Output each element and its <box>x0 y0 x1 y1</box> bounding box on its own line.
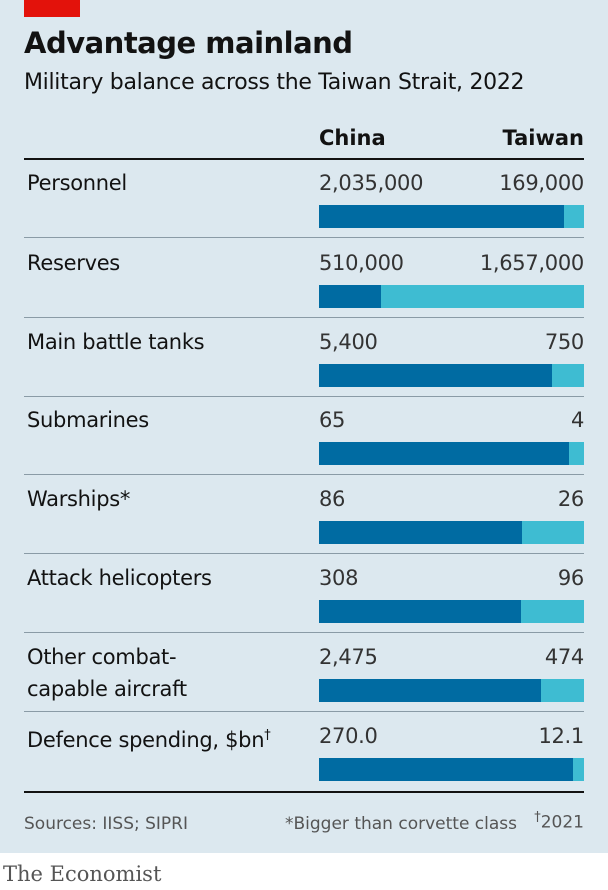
row-label-line: Main battle tanks <box>27 330 205 354</box>
row-label: Reserves <box>27 247 120 279</box>
row-divider <box>24 553 584 554</box>
row-divider <box>24 474 584 475</box>
china-bar <box>319 679 541 702</box>
china-bar <box>319 285 381 308</box>
bar-track <box>319 364 584 387</box>
row-label: Main battle tanks <box>27 326 205 358</box>
china-value-label: 86 <box>319 487 346 511</box>
china-bar <box>319 442 569 465</box>
taiwan-bar <box>573 758 584 781</box>
china-bar <box>319 600 521 623</box>
taiwan-value-label: 750 <box>544 330 584 354</box>
table-top-rule <box>24 158 584 160</box>
taiwan-bar <box>569 442 584 465</box>
taiwan-value-label: 96 <box>557 566 584 590</box>
footnote-dagger: † <box>534 810 541 825</box>
taiwan-value-label: 4 <box>570 408 584 432</box>
row-label-line: Other combat- <box>27 645 177 669</box>
row-label: Attack helicopters <box>27 562 212 594</box>
china-bar <box>319 364 552 387</box>
bar-track <box>319 758 584 781</box>
publisher-brand: The Economist <box>3 862 162 886</box>
bar-track <box>319 521 584 544</box>
taiwan-bar <box>381 285 584 308</box>
row-divider <box>24 396 584 397</box>
row-divider <box>24 711 584 712</box>
footnote-year: 2021 <box>540 812 584 833</box>
row-label-line: Submarines <box>27 408 149 432</box>
row-divider <box>24 632 584 633</box>
taiwan-value-label: 474 <box>544 645 584 669</box>
taiwan-value-label: 169,000 <box>499 171 584 195</box>
row-label: Submarines <box>27 404 149 436</box>
china-bar <box>319 205 564 228</box>
taiwan-bar <box>552 364 584 387</box>
chart-panel: Advantage mainland Military balance acro… <box>0 0 608 853</box>
row-label: Defence spending, $bn† <box>27 720 271 756</box>
spending-footnote: †2021 <box>534 810 584 833</box>
row-label: Personnel <box>27 167 127 199</box>
taiwan-value-label: 12.1 <box>538 724 584 748</box>
chart-title: Advantage mainland <box>24 26 353 60</box>
row-label: Warships* <box>27 483 130 515</box>
row-label: Other combat-capable aircraft <box>27 641 187 705</box>
bar-track <box>319 205 584 228</box>
china-value-label: 270.0 <box>319 724 378 748</box>
chart-subtitle: Military balance across the Taiwan Strai… <box>24 70 525 95</box>
row-label-line: Defence spending, $bn <box>27 728 265 752</box>
china-value-label: 308 <box>319 566 359 590</box>
taiwan-value-label: 26 <box>557 487 584 511</box>
row-label-dagger: † <box>264 728 271 743</box>
china-value-label: 510,000 <box>319 251 404 275</box>
china-bar <box>319 521 522 544</box>
brand-red-tag <box>24 0 80 17</box>
china-bar <box>319 758 573 781</box>
taiwan-bar <box>522 521 584 544</box>
row-label-line: capable aircraft <box>27 677 187 701</box>
bar-track <box>319 285 584 308</box>
taiwan-bar <box>564 205 584 228</box>
bar-track <box>319 442 584 465</box>
source-note: Sources: IISS; SIPRI <box>24 814 188 834</box>
table-bottom-rule <box>24 791 584 793</box>
row-divider <box>24 317 584 318</box>
row-label-line: Personnel <box>27 171 127 195</box>
china-value-label: 2,475 <box>319 645 378 669</box>
row-label-line: Reserves <box>27 251 120 275</box>
taiwan-value-label: 1,657,000 <box>479 251 584 275</box>
row-label-line: Warships* <box>27 487 131 511</box>
bar-track <box>319 600 584 623</box>
taiwan-bar <box>521 600 584 623</box>
column-header-china: China <box>319 126 386 150</box>
china-value-label: 5,400 <box>319 330 378 354</box>
china-value-label: 65 <box>319 408 346 432</box>
column-header-taiwan: Taiwan <box>502 126 584 150</box>
row-label-line: Attack helicopters <box>27 566 212 590</box>
bar-track <box>319 679 584 702</box>
row-divider <box>24 237 584 238</box>
warships-footnote: *Bigger than corvette class <box>285 814 518 834</box>
china-value-label: 2,035,000 <box>319 171 424 195</box>
taiwan-bar <box>541 679 584 702</box>
